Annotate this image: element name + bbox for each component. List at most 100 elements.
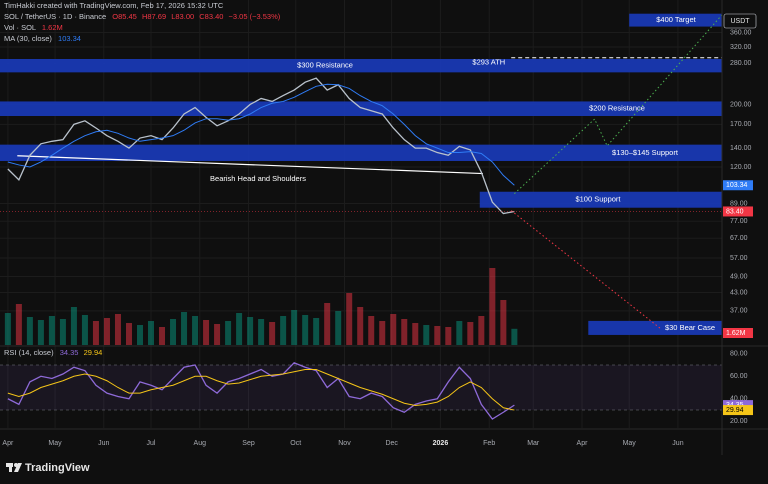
zone-label: $30 Bear Case — [665, 323, 715, 332]
price-badge: 83.40 — [726, 208, 744, 215]
rsi-legend: RSI (14, close) 34.35 29.94 — [4, 348, 102, 357]
volume-badge: 1.62M — [726, 330, 746, 337]
x-tick-label: Feb — [483, 440, 495, 447]
volume-bar — [390, 314, 397, 345]
logo-stem — [9, 463, 12, 472]
zone — [479, 191, 722, 208]
y-tick-label: 280.00 — [730, 60, 752, 67]
projection — [514, 14, 722, 194]
volume-bar — [412, 323, 419, 345]
volume-bar — [181, 312, 188, 345]
volume-bar — [15, 304, 22, 345]
y-tick-label: 37.00 — [730, 308, 748, 315]
zone-label: $200 Resistance — [589, 104, 645, 113]
ma-badge-box — [723, 180, 753, 191]
rsi-ma-value: 29.94 — [84, 348, 103, 357]
volume-bar — [170, 319, 177, 345]
rsi-tick-label: 20.00 — [730, 418, 748, 425]
volume-bar — [324, 303, 331, 345]
brand: TradingView — [25, 462, 90, 474]
volume-bar — [467, 322, 474, 345]
volume-bar — [269, 322, 276, 345]
y-tick-label: 89.00 — [730, 200, 748, 207]
y-tick-label: 49.00 — [730, 273, 748, 280]
volume-bar — [456, 321, 463, 345]
zone — [0, 101, 722, 116]
y-tick-label: 57.00 — [730, 255, 748, 262]
volume-bar — [148, 321, 155, 345]
series-line — [7, 361, 515, 420]
zone — [0, 144, 722, 161]
volume-bar — [26, 317, 33, 345]
x-tick-label: May — [48, 440, 62, 447]
rsi-tick-label: 40.00 — [730, 396, 748, 403]
currency-label: USDT — [730, 18, 750, 25]
volume-bar — [48, 316, 55, 345]
zone — [0, 59, 722, 73]
x-tick-label: Dec — [385, 440, 398, 447]
volume-bar — [159, 327, 166, 345]
volume-bar — [225, 321, 232, 345]
x-tick-label: Apr — [2, 440, 14, 447]
y-tick-label: 120.00 — [730, 164, 752, 171]
low: L83.00 — [171, 12, 194, 21]
volume-bar — [302, 315, 309, 345]
volume-bar — [379, 321, 386, 345]
x-tick-label: Oct — [290, 440, 301, 447]
rsi-tick-label: 60.00 — [730, 373, 748, 380]
volume-bar — [136, 325, 143, 345]
ma-badge: 103.34 — [726, 182, 748, 189]
x-tick-label: Nov — [338, 440, 351, 447]
volume-bar — [478, 316, 485, 345]
volume-bar — [247, 317, 254, 345]
volume-bar — [489, 268, 496, 345]
rsi-value: 34.35 — [60, 348, 79, 357]
volume-badge-box — [723, 328, 753, 338]
volume-bar — [445, 327, 452, 345]
zone — [588, 320, 722, 335]
volume-bar — [192, 316, 199, 345]
y-tick-label: 360.00 — [730, 29, 752, 36]
rsi-badge: 29.94 — [726, 407, 744, 414]
volume-bar — [236, 313, 243, 345]
volume-bar — [70, 307, 77, 345]
x-tick-label: Jun — [98, 440, 109, 447]
symbol-legend: SOL / TetherUS · 1D · Binance O85.45 H87… — [4, 12, 281, 21]
volume-bar — [368, 316, 375, 345]
neckline — [17, 155, 483, 175]
rsi-badge-box — [723, 405, 753, 416]
volume-bar — [114, 314, 121, 345]
high: H87.69 — [142, 12, 166, 21]
volume-bar — [346, 293, 353, 345]
price-pane: $300 Resistance $200 Resistance $130–$145 … — [0, 13, 722, 345]
x-tick-label: Sep — [242, 440, 255, 447]
zone — [629, 13, 722, 27]
volume-name: Vol · SOL — [4, 23, 36, 32]
close: C83.40 — [199, 12, 223, 21]
volume-bar — [92, 321, 99, 345]
volume-bar — [401, 319, 408, 345]
y-tick-label: 170.00 — [730, 121, 752, 128]
volume-bar — [37, 320, 44, 345]
rsi-pane — [0, 361, 722, 420]
volume-bar — [335, 311, 342, 345]
volume-bar — [434, 326, 441, 345]
axes: Apr May Jun Jul Aug Sep Oct Nov Dec 2026 Feb Mar Apr… — [2, 13, 757, 447]
x-tick-label: Mar — [527, 440, 540, 447]
currency-box — [723, 13, 757, 29]
zone-label: $130–$145 Support — [612, 148, 679, 157]
x-tick-label: Aug — [194, 440, 207, 447]
rsi-name: RSI (14, close) — [4, 348, 54, 357]
volume-bar — [214, 324, 221, 345]
volume-legend: Vol · SOL 1.62M — [4, 23, 63, 32]
volume-value: 1.62M — [42, 23, 63, 32]
volume-bar — [4, 313, 11, 345]
y-tick-label: 43.00 — [730, 289, 748, 296]
volume-bar — [423, 325, 430, 345]
symbol-name: SOL / TetherUS · 1D · Binance — [4, 12, 106, 21]
legend: TimHakki created with TradingView.com, F… — [4, 1, 281, 357]
volume-bar — [291, 310, 298, 345]
volume-bar — [59, 319, 66, 345]
